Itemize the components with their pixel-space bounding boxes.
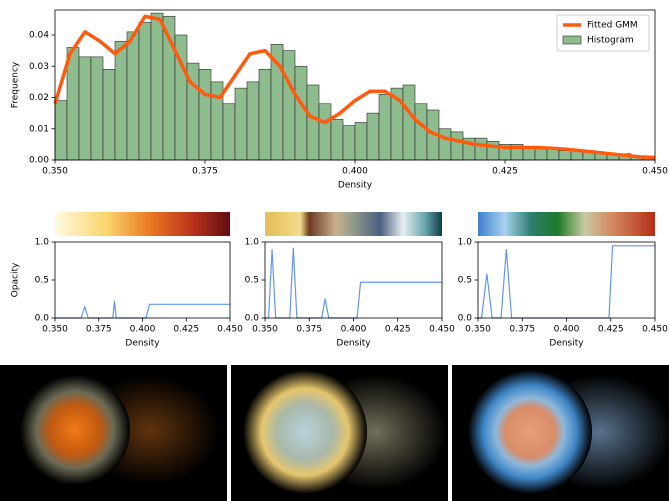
histogram-bar [378,94,392,161]
colormap [478,212,655,236]
histogram-bar [294,65,308,161]
histogram-bar [198,69,212,161]
histogram-bar [138,22,152,161]
y-axis-label: Frequency [11,61,21,108]
histogram-bar [246,81,260,161]
x-tick-label: 0.400 [130,325,156,335]
legend-swatch [562,35,582,45]
legend-label: Histogram [587,36,634,46]
histogram-bar [414,103,428,161]
histogram-bar [366,112,380,161]
y-tick-label: 1.0 [458,238,473,248]
histogram-bar [258,69,272,161]
render-core [468,370,592,494]
histogram-bar [234,87,248,161]
histogram-bar [522,147,536,161]
histogram-bar [342,125,356,161]
x-tick-label: 0.450 [217,325,243,335]
line [55,300,230,319]
y-tick-label: 1.0 [35,238,50,248]
histogram-bar [66,47,80,161]
x-axis-label: Density [338,181,373,191]
x-tick-label: 0.450 [429,325,455,335]
colormap [265,212,442,236]
x-tick-label: 0.425 [598,325,624,335]
colormap [55,212,230,236]
histogram-bar [558,150,572,161]
y-tick-label: 0.01 [29,124,49,134]
histogram-bar [222,103,236,161]
histogram-bar [90,56,104,161]
histogram-bar [54,100,68,161]
y-tick-label: 0.04 [29,31,49,41]
legend-label: Fitted GMM [587,21,638,31]
histogram-bar [330,119,344,161]
x-tick-label: 0.375 [192,167,218,177]
y-tick-label: 0.02 [29,93,49,103]
histogram-bar [114,40,128,161]
histogram-bar [450,131,464,161]
x-tick-label: 0.375 [509,325,535,335]
render-core [20,375,130,485]
x-tick-label: 0.375 [296,325,322,335]
axes-frame [54,241,231,319]
histogram-bar [474,137,488,161]
renders [0,365,669,501]
y-tick-label: 0.03 [29,62,49,72]
y-tick-label: 0.0 [245,314,260,324]
histogram-bar [306,84,320,161]
x-axis-label: Density [125,339,160,349]
x-tick-label: 0.350 [42,167,68,177]
y-tick-label: 0.5 [245,276,259,286]
x-tick-label: 0.400 [342,167,368,177]
y-tick-label: 1.0 [245,238,260,248]
colormaps [55,212,655,236]
x-tick-label: 0.350 [465,325,491,335]
histogram-bar [402,84,416,161]
x-tick-label: 0.425 [173,325,199,335]
x-tick-label: 0.450 [642,325,668,335]
y-tick-label: 0.5 [458,276,472,286]
y-tick-label: 0.0 [35,314,50,324]
histogram-bar [126,31,140,161]
x-axis-label: Density [336,339,371,349]
x-tick-label: 0.425 [385,325,411,335]
x-tick-label: 0.350 [252,325,278,335]
line [478,245,655,319]
histogram-bar [78,56,92,161]
histogram-bar [438,128,452,161]
histogram-bar [282,50,296,161]
x-tick-label: 0.425 [492,167,518,177]
histogram-bar [102,69,116,161]
histogram-bar [150,12,164,161]
histogram-bar [318,103,332,161]
y-axis-label: Opacity [11,262,21,297]
y-tick-label: 0.00 [29,156,49,166]
histogram-bar [354,122,368,161]
line [265,247,442,319]
y-tick-label: 0.0 [458,314,473,324]
x-tick-label: 0.375 [86,325,112,335]
line [53,14,656,160]
x-axis-label: Density [549,339,584,349]
x-tick-label: 0.400 [341,325,367,335]
y-tick-label: 0.5 [35,276,49,286]
x-tick-label: 0.350 [42,325,68,335]
x-tick-label: 0.400 [554,325,580,335]
render-core [243,370,367,494]
x-tick-label: 0.450 [642,167,668,177]
